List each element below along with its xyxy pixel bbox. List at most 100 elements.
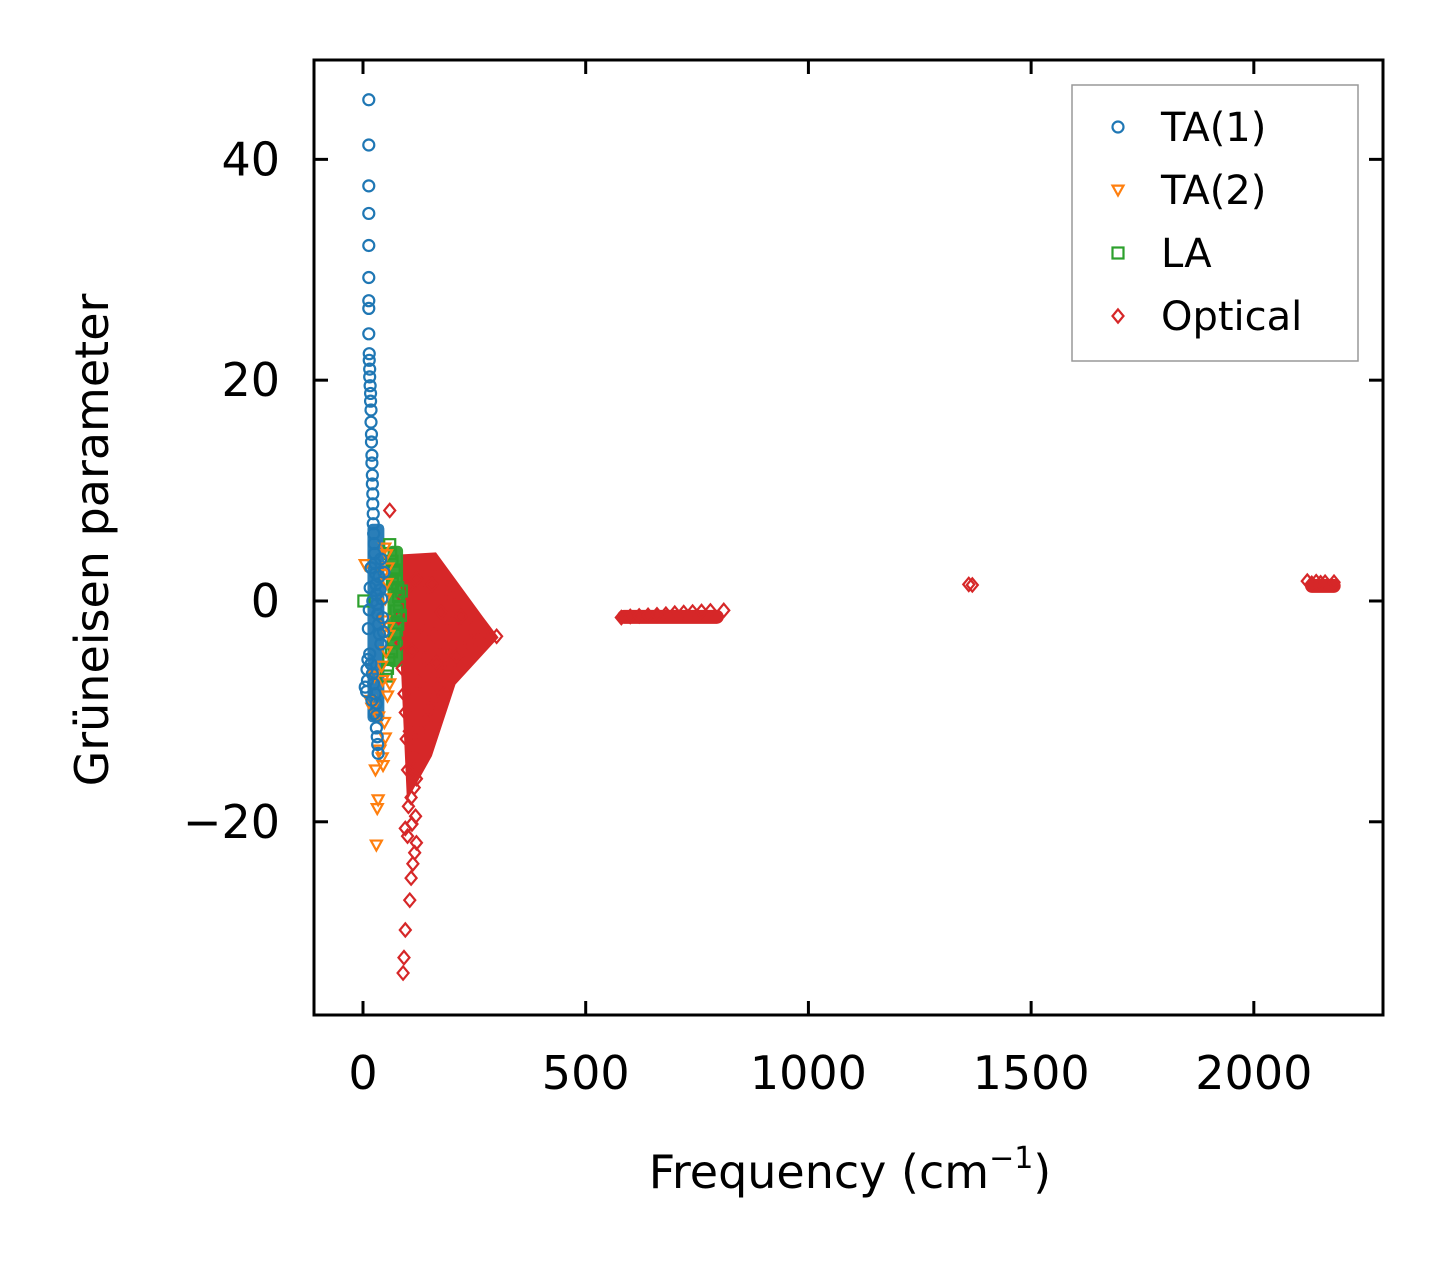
point-ta-2 bbox=[377, 716, 392, 731]
point-la bbox=[386, 636, 400, 650]
point-ta-1 bbox=[362, 138, 376, 152]
x-tick-label: 1000 bbox=[750, 1046, 867, 1100]
point-ta-1 bbox=[369, 721, 383, 735]
point-ta-1 bbox=[365, 448, 379, 462]
point-optical bbox=[436, 668, 451, 686]
x-axis-label-end: ) bbox=[1033, 1145, 1051, 1199]
point-ta-2 bbox=[368, 839, 384, 853]
legend-label-optical: Optical bbox=[1161, 294, 1302, 340]
point-optical bbox=[409, 834, 424, 852]
point-optical bbox=[489, 627, 504, 645]
point-ta-1 bbox=[360, 662, 374, 677]
point-ta-1 bbox=[377, 565, 391, 579]
point-ta-1 bbox=[367, 706, 381, 721]
point-ta-1 bbox=[371, 737, 385, 752]
point-optical bbox=[400, 761, 415, 779]
legend-marker-ta-1 bbox=[1111, 120, 1125, 134]
point-optical bbox=[440, 582, 455, 600]
point-optical bbox=[965, 576, 980, 594]
x-axis-ticks: 0 500 1000 1500 2000 bbox=[348, 60, 1312, 1100]
point-ta-1 bbox=[369, 709, 383, 723]
point-optical bbox=[409, 570, 424, 588]
plot-frame bbox=[312, 58, 1385, 1017]
point-ta-2 bbox=[375, 674, 390, 689]
point-optical bbox=[1313, 574, 1328, 592]
point-optical bbox=[716, 602, 731, 619]
y-axis-label: Grüneisen parameter bbox=[65, 293, 119, 786]
point-ta-1 bbox=[366, 594, 380, 608]
point-ta-1 bbox=[373, 583, 387, 597]
y-axis-ticks: −20 0 20 40 bbox=[183, 132, 1383, 849]
legend-marker-ta-2 bbox=[1110, 184, 1126, 198]
y-tick-label: 0 bbox=[251, 574, 280, 628]
point-optical bbox=[436, 686, 451, 704]
point-ta-2 bbox=[357, 559, 373, 573]
point-optical bbox=[396, 964, 411, 982]
point-ta-1 bbox=[362, 347, 376, 361]
point-optical bbox=[413, 725, 428, 742]
point-optical bbox=[961, 576, 976, 593]
point-optical bbox=[407, 844, 422, 862]
point-optical bbox=[398, 921, 413, 939]
x-axis-label: Frequency (cm−1) bbox=[649, 1141, 1052, 1199]
point-ta-1 bbox=[362, 238, 376, 253]
point-la bbox=[394, 584, 408, 598]
point-optical bbox=[405, 749, 420, 767]
point-optical bbox=[1309, 573, 1324, 590]
point-ta-1 bbox=[362, 206, 376, 221]
point-optical bbox=[382, 502, 397, 519]
legend-box bbox=[1071, 84, 1359, 362]
point-ta-2 bbox=[382, 678, 398, 692]
point-ta-1 bbox=[363, 370, 377, 384]
point-ta-2 bbox=[380, 562, 396, 576]
point-optical bbox=[434, 603, 448, 621]
point-optical bbox=[395, 660, 410, 677]
point-optical bbox=[397, 685, 411, 703]
point-optical bbox=[438, 640, 453, 657]
point-optical bbox=[418, 650, 433, 667]
point-la bbox=[389, 604, 403, 618]
point-optical bbox=[402, 722, 417, 740]
point-optical bbox=[407, 779, 422, 796]
point-optical bbox=[462, 635, 477, 653]
point-ta-1 bbox=[370, 730, 384, 744]
point-ta-1 bbox=[362, 93, 376, 107]
point-ta-1 bbox=[361, 621, 375, 636]
x-tick-label: 0 bbox=[348, 1046, 377, 1100]
point-ta-1 bbox=[362, 270, 376, 285]
x-axis-label-sup: −1 bbox=[989, 1141, 1033, 1176]
point-optical bbox=[404, 789, 419, 806]
point-ta-1 bbox=[362, 353, 376, 367]
x-tick-label: 500 bbox=[542, 1046, 630, 1100]
y-tick-label: −20 bbox=[183, 795, 280, 849]
point-ta-2 bbox=[374, 660, 390, 674]
point-ta-1 bbox=[364, 427, 379, 441]
point-optical bbox=[411, 674, 426, 692]
point-ta-1 bbox=[365, 693, 379, 707]
point-ta-2 bbox=[370, 794, 386, 808]
point-optical bbox=[454, 608, 468, 625]
point-ta-1 bbox=[374, 637, 388, 651]
point-optical bbox=[409, 770, 424, 788]
point-optical bbox=[405, 642, 419, 659]
x-tick-label: 1500 bbox=[973, 1046, 1090, 1100]
point-optical bbox=[404, 869, 419, 887]
point-optical bbox=[703, 602, 718, 620]
point-optical bbox=[402, 891, 417, 909]
point-optical bbox=[413, 616, 428, 634]
point-ta-1 bbox=[362, 294, 376, 308]
point-optical bbox=[418, 713, 433, 730]
data-points bbox=[357, 93, 1341, 982]
point-ta-1 bbox=[371, 746, 385, 760]
x-tick-label: 2000 bbox=[1195, 1046, 1312, 1100]
point-ta-2 bbox=[377, 542, 393, 556]
point-optical bbox=[416, 586, 431, 603]
point-optical bbox=[442, 657, 457, 675]
point-ta-1 bbox=[363, 362, 377, 376]
point-ta-2 bbox=[380, 690, 395, 704]
point-optical bbox=[1327, 573, 1341, 591]
point-optical bbox=[393, 634, 408, 652]
point-ta-1 bbox=[365, 468, 379, 482]
legend: TA(1) TA(2) LA Optical bbox=[1071, 84, 1359, 362]
point-ta-1 bbox=[363, 386, 378, 401]
